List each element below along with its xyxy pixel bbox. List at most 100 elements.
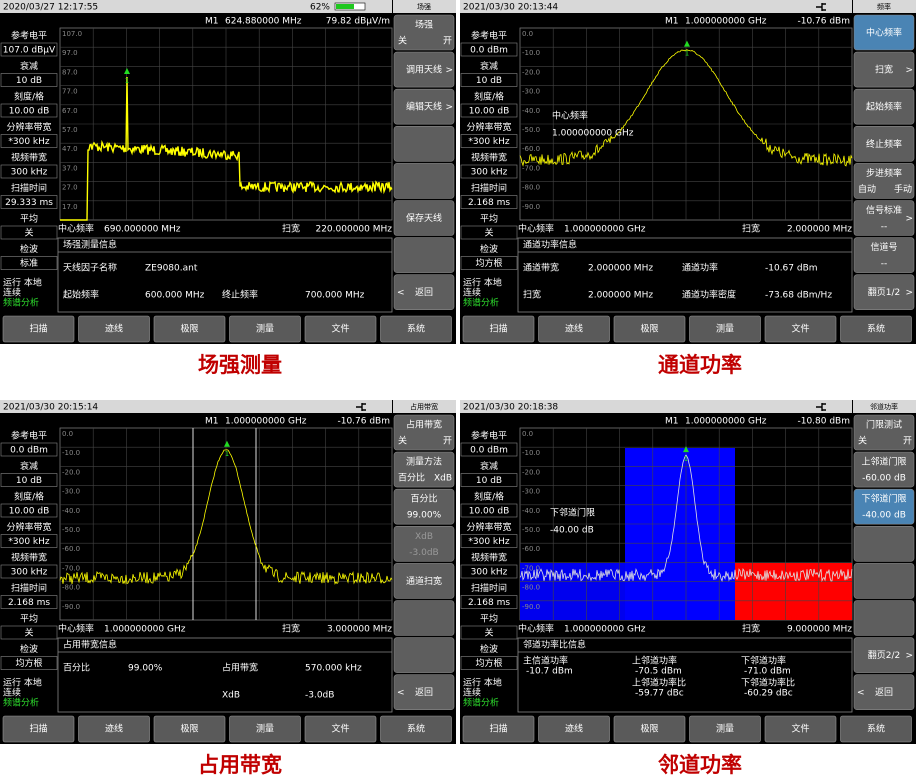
param-label: 检波 bbox=[480, 643, 498, 655]
softkey-back: < bbox=[397, 288, 405, 298]
info-label: 上邻道功率比 bbox=[632, 677, 686, 689]
info-label: 下邻道功率比 bbox=[741, 677, 795, 689]
function-button-label: 扫描 bbox=[489, 323, 507, 335]
param-value-bg bbox=[460, 534, 518, 548]
softkey[interactable] bbox=[393, 51, 455, 88]
caption: 邻道功率 bbox=[658, 753, 742, 777]
function-button-label: 极限 bbox=[640, 723, 658, 735]
softkey[interactable] bbox=[393, 88, 455, 125]
softkey[interactable] bbox=[853, 488, 915, 525]
y-axis-label: 37.0 bbox=[62, 164, 78, 172]
softkey[interactable] bbox=[853, 163, 915, 199]
param-value: 300 kHz bbox=[11, 168, 48, 178]
param-label: 分辨率带宽 bbox=[466, 121, 511, 133]
function-button-label: 系统 bbox=[407, 323, 425, 335]
caption: 占用带宽 bbox=[198, 753, 282, 777]
info-label: 百分比 bbox=[63, 662, 90, 674]
function-button[interactable] bbox=[538, 315, 610, 343]
param-value: *300 kHz bbox=[468, 137, 510, 147]
function-button[interactable] bbox=[229, 315, 301, 343]
param-value: 关 bbox=[24, 227, 33, 239]
function-button[interactable] bbox=[462, 715, 535, 743]
function-button[interactable] bbox=[153, 315, 226, 343]
info-value: -60.29 dBc bbox=[744, 689, 793, 699]
softkey-label: 信道号 bbox=[870, 241, 897, 253]
function-button[interactable] bbox=[613, 315, 686, 343]
run-status: 运行 本地 bbox=[463, 677, 502, 689]
softkey[interactable] bbox=[853, 126, 915, 162]
softkey[interactable] bbox=[853, 200, 915, 236]
y-axis-label: -80.0 bbox=[522, 184, 540, 192]
softkey-back: < bbox=[857, 688, 865, 698]
softkey[interactable] bbox=[393, 274, 455, 311]
softkey[interactable] bbox=[853, 274, 915, 311]
param-value: 107.0 dBμV bbox=[3, 46, 56, 56]
param-value: 10 dB bbox=[476, 476, 502, 486]
softkey[interactable] bbox=[393, 526, 455, 562]
param-value-bg bbox=[0, 595, 58, 609]
power-plug-icon bbox=[816, 3, 826, 11]
softkey[interactable] bbox=[853, 674, 915, 711]
softkey[interactable] bbox=[853, 88, 915, 125]
y-axis-label: -80.0 bbox=[522, 584, 540, 592]
info-value: 700.000 MHz bbox=[305, 291, 365, 301]
function-button[interactable] bbox=[78, 715, 150, 743]
softkey[interactable] bbox=[393, 674, 455, 711]
softkey[interactable] bbox=[853, 14, 915, 51]
y-axis-label: -50.0 bbox=[62, 526, 80, 534]
softkey-option: 自动 bbox=[858, 183, 876, 195]
function-button[interactable] bbox=[2, 715, 75, 743]
softkey[interactable] bbox=[393, 414, 455, 451]
softkey[interactable] bbox=[853, 451, 915, 488]
function-button[interactable] bbox=[689, 315, 761, 343]
function-button[interactable] bbox=[304, 315, 377, 343]
function-button[interactable] bbox=[153, 715, 226, 743]
softkey-arrow: > bbox=[905, 214, 913, 224]
marker-name: M1 bbox=[665, 17, 679, 27]
marker-tag: 1 bbox=[684, 455, 688, 463]
softkey[interactable] bbox=[393, 488, 455, 525]
function-button[interactable] bbox=[380, 315, 452, 343]
softkey[interactable] bbox=[853, 637, 915, 673]
param-value-bg bbox=[460, 103, 518, 118]
function-button[interactable] bbox=[462, 315, 535, 343]
y-axis-label: 0.0 bbox=[522, 430, 533, 438]
softkey[interactable] bbox=[853, 414, 915, 451]
param-value: 29.333 ms bbox=[5, 198, 53, 208]
softkey-option: 百分比 bbox=[398, 472, 425, 484]
function-button[interactable] bbox=[764, 315, 837, 343]
function-button[interactable] bbox=[304, 715, 377, 743]
function-button-label: 系统 bbox=[867, 323, 885, 335]
param-value: 均方根 bbox=[475, 657, 502, 669]
marker-name: M1 bbox=[205, 417, 219, 427]
function-button[interactable] bbox=[840, 715, 912, 743]
function-button[interactable] bbox=[78, 315, 150, 343]
function-button[interactable] bbox=[380, 715, 452, 743]
center-value: 1.000000000 GHz bbox=[564, 225, 646, 235]
info-value: -10.67 dBm bbox=[765, 264, 818, 274]
param-label: 视频带宽 bbox=[471, 552, 507, 564]
function-button[interactable] bbox=[613, 715, 686, 743]
spectrum-trace bbox=[519, 454, 853, 583]
softkey[interactable] bbox=[393, 14, 455, 51]
softkey[interactable] bbox=[393, 563, 455, 599]
softkey[interactable] bbox=[393, 200, 455, 236]
param-value-bg bbox=[0, 534, 58, 548]
param-value-bg bbox=[460, 42, 518, 57]
function-button[interactable] bbox=[229, 715, 301, 743]
softkey[interactable] bbox=[853, 51, 915, 88]
param-label: 刻度/格 bbox=[474, 91, 504, 103]
function-button[interactable] bbox=[538, 715, 610, 743]
function-button-label: 迹线 bbox=[105, 323, 123, 335]
softkey-label: 起始频率 bbox=[866, 101, 902, 113]
function-button[interactable] bbox=[689, 715, 761, 743]
function-button[interactable] bbox=[764, 715, 837, 743]
function-button[interactable] bbox=[2, 315, 75, 343]
param-value: 10 dB bbox=[16, 76, 42, 86]
softkey[interactable] bbox=[853, 237, 915, 273]
marker-tag: 1 bbox=[225, 450, 229, 458]
softkey[interactable] bbox=[393, 451, 455, 488]
function-button[interactable] bbox=[840, 315, 912, 343]
y-axis-label: -60.0 bbox=[522, 145, 540, 153]
info-value: 2.000000 MHz bbox=[588, 264, 653, 274]
